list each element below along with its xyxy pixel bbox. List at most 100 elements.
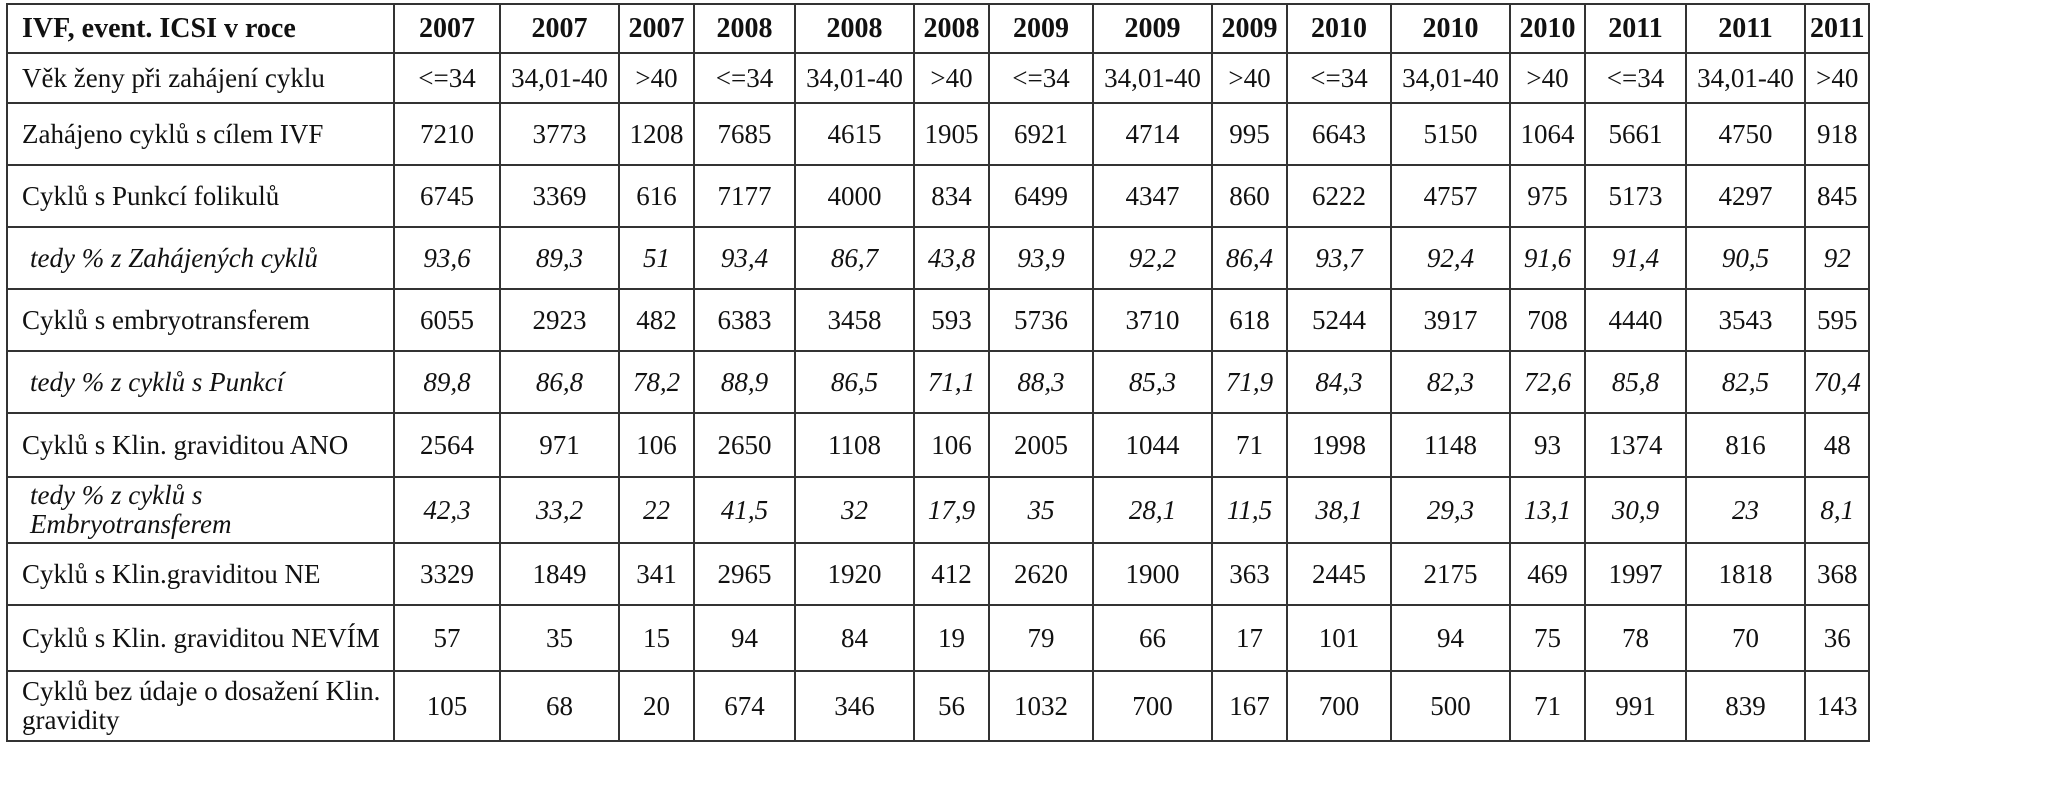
table-cell: 7685 — [693, 102, 796, 166]
table-cell: 71,1 — [913, 350, 990, 414]
row-label: tedy % z Zahájených cyklů — [6, 226, 395, 290]
row-label: Cyklů s Klin. graviditou NEVÍM — [6, 604, 395, 672]
table-cell: 75 — [1509, 604, 1586, 672]
table-cell: 3917 — [1390, 288, 1511, 352]
year-header: 2008 — [913, 3, 990, 54]
table-cell: 84 — [794, 604, 915, 672]
table-cell: 3543 — [1685, 288, 1806, 352]
table-cell: >40 — [618, 52, 695, 104]
table-cell: 4440 — [1584, 288, 1687, 352]
table-cell: 845 — [1803, 164, 1871, 228]
table-cell: 1374 — [1584, 412, 1687, 478]
table-cell: <=34 — [1286, 52, 1392, 104]
table-cell: 22 — [618, 476, 695, 544]
table-cell: 71 — [1211, 412, 1288, 478]
table-cell: 708 — [1509, 288, 1586, 352]
table-cell: 1064 — [1509, 102, 1586, 166]
table-cell: 93,7 — [1286, 226, 1392, 290]
table-cell: 38,1 — [1286, 476, 1392, 544]
table-cell: 34,01-40 — [1390, 52, 1511, 104]
table-row: Cyklů s embryotransferem 6055 2923 482 6383 3… — [6, 288, 1871, 352]
table-cell: <=34 — [1584, 52, 1687, 104]
table-cell: 91,4 — [1584, 226, 1687, 290]
year-header: 2007 — [499, 3, 620, 54]
row-label: Cyklů s Klin. graviditou ANO — [6, 412, 395, 478]
table-cell: 1997 — [1584, 542, 1687, 606]
table-cell: 1849 — [499, 542, 620, 606]
table-cell: 1818 — [1685, 542, 1806, 606]
table-cell: 17 — [1211, 604, 1288, 672]
table-row: Věk ženy při zahájení cyklu <=34 34,01-40 >… — [6, 52, 1871, 104]
table-row: tedy % z Zahájených cyklů 93,6 89,3 51 93,4 8… — [6, 226, 1871, 290]
table-cell: 106 — [913, 412, 990, 478]
table-cell: 839 — [1685, 670, 1806, 742]
table-row: Cyklů s Klin. graviditou ANO 2564 971 106 26… — [6, 412, 1871, 478]
table-cell: 101 — [1286, 604, 1392, 672]
table-row: Cyklů s Klin.graviditou NE 3329 1849 341 296… — [6, 542, 1871, 606]
table-cell: 71,9 — [1211, 350, 1288, 414]
table-cell: 92 — [1803, 226, 1871, 290]
table-row: Cyklů bez údaje o dosažení Klin. gravidi… — [6, 670, 1871, 742]
table-cell: 341 — [618, 542, 695, 606]
table-cell: 82,3 — [1390, 350, 1511, 414]
table-cell: 3773 — [499, 102, 620, 166]
table-cell: 86,8 — [499, 350, 620, 414]
row-label: Cyklů s Klin.graviditou NE — [6, 542, 395, 606]
table-cell: 4757 — [1390, 164, 1511, 228]
table-cell: 28,1 — [1092, 476, 1213, 544]
table-cell: 34,01-40 — [794, 52, 915, 104]
table-cell: 72,6 — [1509, 350, 1586, 414]
year-header: 2008 — [794, 3, 915, 54]
table-cell: 1044 — [1092, 412, 1213, 478]
table-cell: <=34 — [988, 52, 1094, 104]
table-cell: 88,3 — [988, 350, 1094, 414]
table-cell: 94 — [1390, 604, 1511, 672]
table-cell: 4000 — [794, 164, 915, 228]
table-cell: 3458 — [794, 288, 915, 352]
table-cell: 991 — [1584, 670, 1687, 742]
table-cell: 89,3 — [499, 226, 620, 290]
table-cell: 51 — [618, 226, 695, 290]
table-cell: 36 — [1803, 604, 1871, 672]
table-cell: 2445 — [1286, 542, 1392, 606]
year-header: 2011 — [1584, 3, 1687, 54]
table-cell: 92,2 — [1092, 226, 1213, 290]
table-cell: 500 — [1390, 670, 1511, 742]
table-cell: 82,5 — [1685, 350, 1806, 414]
table-cell: <=34 — [693, 52, 796, 104]
table-cell: 34,01-40 — [1685, 52, 1806, 104]
table-cell: 6055 — [393, 288, 501, 352]
table-cell: 2564 — [393, 412, 501, 478]
header-label: IVF, event. ICSI v roce — [6, 3, 395, 54]
table-cell: 616 — [618, 164, 695, 228]
table-cell: 86,5 — [794, 350, 915, 414]
table-cell: >40 — [1803, 52, 1871, 104]
table-cell: 86,7 — [794, 226, 915, 290]
table-cell: 2965 — [693, 542, 796, 606]
year-header: 2011 — [1803, 3, 1871, 54]
table-cell: 93,6 — [393, 226, 501, 290]
table-cell: 918 — [1803, 102, 1871, 166]
table-cell: 5244 — [1286, 288, 1392, 352]
table-cell: 995 — [1211, 102, 1288, 166]
header-row: IVF, event. ICSI v roce 2007 2007 2007 2… — [6, 3, 1871, 54]
year-header: 2009 — [988, 3, 1094, 54]
year-header: 2010 — [1286, 3, 1392, 54]
table-cell: 2005 — [988, 412, 1094, 478]
table-cell: 412 — [913, 542, 990, 606]
table-row: Cyklů s Klin. graviditou NEVÍM 57 35 15 94 84… — [6, 604, 1871, 672]
table-cell: 93,4 — [693, 226, 796, 290]
table-cell: 4750 — [1685, 102, 1806, 166]
table-cell: 30,9 — [1584, 476, 1687, 544]
table-cell: 85,8 — [1584, 350, 1687, 414]
table-cell: 1998 — [1286, 412, 1392, 478]
table-cell: 368 — [1803, 542, 1871, 606]
year-header: 2011 — [1685, 3, 1806, 54]
table-cell: 1905 — [913, 102, 990, 166]
table-cell: 57 — [393, 604, 501, 672]
table-cell: 41,5 — [693, 476, 796, 544]
table-row: Zahájeno cyklů s cílem IVF 7210 3773 1208 76… — [6, 102, 1871, 166]
table-cell: 68 — [499, 670, 620, 742]
table-cell: 3329 — [393, 542, 501, 606]
table-cell: 32 — [794, 476, 915, 544]
